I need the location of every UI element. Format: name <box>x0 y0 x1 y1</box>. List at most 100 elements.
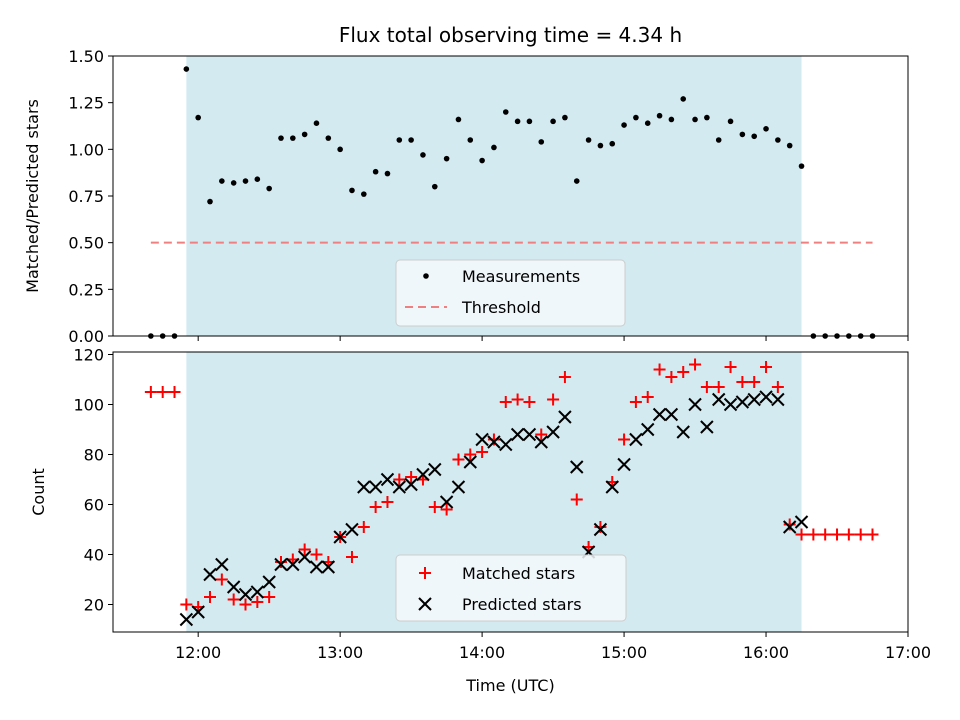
measurement-point <box>609 140 616 147</box>
legend-label-predicted: Predicted stars <box>462 595 582 614</box>
matched-star-point <box>594 521 607 533</box>
ratio-y-ticks: 0.00 0.25 0.50 0.75 1.00 1.25 1.50 <box>68 47 113 346</box>
matched-star-point <box>677 366 690 378</box>
measurement-point <box>301 131 308 138</box>
measurement-point <box>798 163 805 169</box>
measurement-point <box>372 168 379 175</box>
measurement-point <box>550 118 556 125</box>
predicted-stars-points <box>179 390 809 627</box>
matched-star-point <box>795 528 808 541</box>
measurement-point <box>526 118 533 125</box>
measurement-point <box>337 146 343 153</box>
measurement-point <box>159 333 166 339</box>
measurement-point <box>431 183 438 190</box>
measurement-point <box>810 333 817 339</box>
measurement-point <box>479 157 485 164</box>
measurement-point <box>846 333 852 339</box>
measurement-point <box>692 116 698 123</box>
measurement-point <box>502 109 509 115</box>
matched-star-point <box>274 556 287 568</box>
matched-star-point <box>570 493 583 506</box>
matched-star-point <box>405 471 418 483</box>
measurement-point <box>739 131 746 138</box>
measurement-point <box>704 114 710 121</box>
measurement-point <box>254 176 261 182</box>
matched-star-point <box>345 551 358 563</box>
predicted-star-point <box>747 392 761 407</box>
predicted-star-point <box>428 462 442 477</box>
matched-star-point <box>653 363 666 376</box>
matched-star-point <box>535 428 548 441</box>
matched-star-point <box>215 573 228 586</box>
measurement-point <box>680 96 687 102</box>
count-legend: Matched stars Predicted stars <box>395 554 627 622</box>
measurement-point <box>491 144 497 151</box>
measurement-point <box>514 118 521 125</box>
measurement-point <box>656 112 663 119</box>
matched-star-point <box>618 433 631 446</box>
measurement-point <box>644 120 651 126</box>
measurement-point <box>715 137 722 143</box>
matched-star-point <box>251 596 264 608</box>
measurement-point <box>786 142 793 149</box>
matched-star-point <box>700 381 713 393</box>
matched-star-point <box>227 593 240 606</box>
matched-star-point <box>783 518 796 531</box>
measurement-point <box>183 66 190 72</box>
measurement-point <box>763 126 769 132</box>
count-plot-frame <box>112 351 909 633</box>
matched-star-point <box>381 496 394 508</box>
x-tick-label: 12:00 <box>175 643 221 662</box>
predicted-star-point <box>286 557 300 572</box>
predicted-star-point <box>688 397 702 412</box>
matched-star-point <box>393 473 406 486</box>
y-tick-label: 40 <box>84 546 104 565</box>
legend-marker-predicted <box>418 597 432 611</box>
y-tick-label: 60 <box>84 496 104 515</box>
matched-star-point <box>168 386 181 398</box>
matched-star-point <box>440 503 453 516</box>
ratio-legend: Measurements Threshold <box>395 259 626 327</box>
y-tick-label: 1.50 <box>68 47 104 66</box>
predicted-star-point <box>262 575 276 589</box>
matched-star-point <box>156 386 169 398</box>
measurement-point <box>857 333 864 339</box>
matched-star-point <box>689 358 702 371</box>
predicted-star-point <box>664 407 679 422</box>
y-tick-label: 0.25 <box>68 280 104 299</box>
measurement-point <box>171 333 178 339</box>
predicted-star-point <box>546 425 560 439</box>
predicted-star-point <box>700 420 714 434</box>
predicted-star-point <box>782 520 797 534</box>
predicted-star-point <box>735 395 750 409</box>
predicted-star-point <box>522 427 537 442</box>
matched-star-point <box>263 591 276 603</box>
predicted-star-point <box>652 407 667 422</box>
measurement-point <box>361 191 367 197</box>
y-tick-label: 0.00 <box>68 327 104 346</box>
legend-label-measurements: Measurements <box>462 267 580 286</box>
matched-star-point <box>204 591 217 603</box>
legend-label-matched: Matched stars <box>462 564 575 583</box>
measurement-point <box>408 137 414 143</box>
ratio-x-ticks <box>197 336 909 341</box>
matched-star-point <box>724 361 737 373</box>
predicted-star-point <box>558 410 572 424</box>
count-panel: 20 40 60 80 100 120 12:00 13:00 14:00 15:00 16:00… <box>29 346 931 696</box>
matched-star-point <box>760 361 773 373</box>
measurement-point <box>727 118 734 125</box>
y-tick-label: 80 <box>84 446 104 465</box>
predicted-star-point <box>451 480 466 494</box>
matched-star-point <box>641 391 654 403</box>
predicted-star-point <box>380 472 395 487</box>
predicted-star-point <box>215 557 229 572</box>
predicted-star-point <box>605 480 619 494</box>
predicted-star-point <box>333 530 347 544</box>
matched-star-point <box>298 543 311 556</box>
predicted-star-point <box>759 390 773 404</box>
ratio-y-axis-label: Matched/Predicted stars <box>23 99 42 293</box>
count-y-axis-label: Count <box>29 468 48 516</box>
measurement-point <box>219 178 225 184</box>
predicted-star-point <box>404 477 418 492</box>
measurement-point <box>822 333 828 339</box>
